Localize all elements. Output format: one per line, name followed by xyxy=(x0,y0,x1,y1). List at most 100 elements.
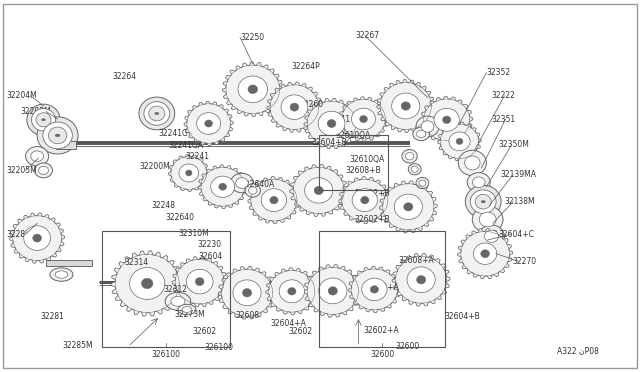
Ellipse shape xyxy=(238,76,268,103)
Ellipse shape xyxy=(465,156,480,170)
Ellipse shape xyxy=(196,113,221,134)
Polygon shape xyxy=(420,96,473,143)
Ellipse shape xyxy=(279,280,305,303)
Ellipse shape xyxy=(484,230,499,243)
Text: 32602: 32602 xyxy=(288,327,312,336)
Ellipse shape xyxy=(417,130,426,138)
Text: 32352: 32352 xyxy=(486,68,511,77)
Text: 32285M: 32285M xyxy=(63,341,93,350)
Ellipse shape xyxy=(186,269,213,294)
Text: 32608: 32608 xyxy=(236,311,260,320)
Ellipse shape xyxy=(456,138,463,144)
Ellipse shape xyxy=(182,307,192,312)
Polygon shape xyxy=(198,165,247,209)
Text: 32602+A: 32602+A xyxy=(364,326,399,335)
Ellipse shape xyxy=(421,121,434,132)
Text: 32138M: 32138M xyxy=(504,197,535,206)
Text: 326100: 326100 xyxy=(152,350,181,359)
Text: 32610QA: 32610QA xyxy=(349,155,385,164)
Text: 32608+B: 32608+B xyxy=(346,166,381,175)
Text: 32602+A: 32602+A xyxy=(364,283,399,292)
Text: 32314: 32314 xyxy=(125,258,149,267)
Ellipse shape xyxy=(27,104,60,135)
Ellipse shape xyxy=(405,153,414,160)
Ellipse shape xyxy=(319,278,347,304)
Polygon shape xyxy=(458,228,513,279)
Ellipse shape xyxy=(233,280,261,306)
Text: 32270: 32270 xyxy=(512,257,536,266)
Text: 32241: 32241 xyxy=(186,152,210,161)
Ellipse shape xyxy=(352,189,378,212)
Polygon shape xyxy=(304,98,359,149)
Polygon shape xyxy=(168,154,209,192)
Text: 32608+A: 32608+A xyxy=(398,256,434,265)
Text: 32203M: 32203M xyxy=(20,107,51,116)
Ellipse shape xyxy=(470,190,496,214)
Text: 32264: 32264 xyxy=(112,72,136,81)
Circle shape xyxy=(481,201,485,203)
Text: 32604+B: 32604+B xyxy=(445,312,481,321)
Ellipse shape xyxy=(36,113,51,127)
Polygon shape xyxy=(223,62,283,116)
Text: 32602: 32602 xyxy=(192,327,216,336)
Ellipse shape xyxy=(475,194,492,209)
Ellipse shape xyxy=(449,132,470,151)
Ellipse shape xyxy=(371,286,378,293)
Ellipse shape xyxy=(361,196,369,204)
Text: 32241GA: 32241GA xyxy=(168,141,204,150)
Ellipse shape xyxy=(314,186,323,195)
Bar xyxy=(319,231,445,347)
Text: 32604+A: 32604+A xyxy=(270,319,306,328)
Ellipse shape xyxy=(130,267,165,299)
Ellipse shape xyxy=(165,292,191,310)
Text: 322640: 322640 xyxy=(165,213,194,222)
Ellipse shape xyxy=(55,271,68,278)
Circle shape xyxy=(155,112,159,115)
Ellipse shape xyxy=(416,116,439,137)
Ellipse shape xyxy=(465,185,501,218)
Ellipse shape xyxy=(37,117,78,154)
Text: 32602+B: 32602+B xyxy=(355,215,390,224)
Ellipse shape xyxy=(458,150,486,176)
Ellipse shape xyxy=(472,177,485,187)
Polygon shape xyxy=(218,266,276,319)
Text: 32248: 32248 xyxy=(152,201,175,210)
Text: 32604: 32604 xyxy=(198,252,223,261)
Ellipse shape xyxy=(195,278,204,286)
Ellipse shape xyxy=(419,180,426,186)
Bar xyxy=(319,135,388,190)
Bar xyxy=(46,260,92,266)
Text: 32341: 32341 xyxy=(326,115,351,124)
Ellipse shape xyxy=(407,267,435,293)
Bar xyxy=(102,231,230,347)
Ellipse shape xyxy=(248,85,258,94)
Text: 32600: 32600 xyxy=(370,350,394,359)
Ellipse shape xyxy=(402,150,417,163)
Ellipse shape xyxy=(178,304,196,315)
Polygon shape xyxy=(339,177,391,224)
Text: 32200M: 32200M xyxy=(140,162,170,171)
Polygon shape xyxy=(10,213,65,263)
Ellipse shape xyxy=(360,115,367,123)
Ellipse shape xyxy=(412,166,419,172)
Text: 32602+B: 32602+B xyxy=(355,189,390,198)
Ellipse shape xyxy=(211,176,235,198)
Text: 32604+C: 32604+C xyxy=(498,230,534,239)
Ellipse shape xyxy=(305,178,333,203)
Ellipse shape xyxy=(219,183,227,190)
Text: 32264P: 32264P xyxy=(291,62,320,71)
Polygon shape xyxy=(438,122,481,161)
Ellipse shape xyxy=(416,177,429,189)
Ellipse shape xyxy=(24,226,51,250)
Polygon shape xyxy=(304,264,362,317)
Ellipse shape xyxy=(281,95,308,119)
Ellipse shape xyxy=(43,122,72,149)
Text: 32222: 32222 xyxy=(492,92,515,100)
Polygon shape xyxy=(377,80,435,132)
Ellipse shape xyxy=(479,212,496,227)
Ellipse shape xyxy=(417,276,426,284)
Ellipse shape xyxy=(230,173,253,193)
Text: 32600: 32600 xyxy=(396,342,420,351)
Ellipse shape xyxy=(139,97,175,130)
Polygon shape xyxy=(348,266,401,312)
